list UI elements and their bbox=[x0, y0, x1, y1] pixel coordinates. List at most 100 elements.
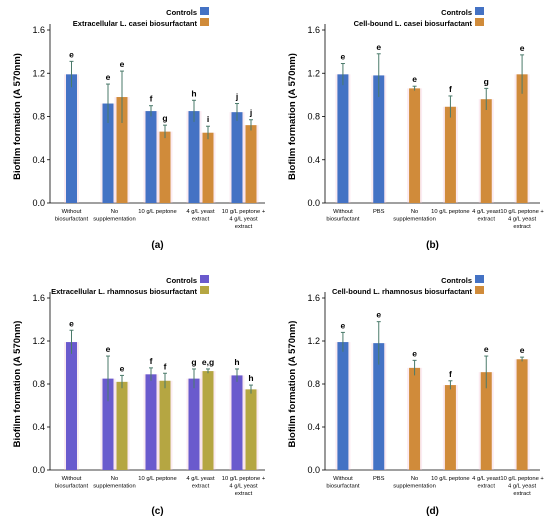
bar bbox=[516, 74, 528, 203]
legend-label: Cell-bound L. casei biosurfactant bbox=[354, 19, 473, 28]
significance-letter: e bbox=[106, 344, 111, 354]
bar bbox=[409, 88, 421, 203]
x-tick-label: extract bbox=[192, 217, 210, 223]
bar bbox=[102, 378, 114, 470]
legend-label: Cell-bound L. rhamnosus biosurfactant bbox=[332, 287, 473, 296]
y-tick-label: 0.0 bbox=[32, 198, 45, 208]
significance-letter: e bbox=[341, 52, 346, 62]
x-tick-label: extract bbox=[192, 484, 210, 490]
legend-label: Controls bbox=[441, 276, 472, 285]
y-tick-label: 1.2 bbox=[307, 336, 320, 346]
bar bbox=[188, 111, 200, 203]
panel-label: (a) bbox=[151, 240, 163, 251]
bar bbox=[145, 111, 157, 203]
x-tick-label: 4 g/L yeast bbox=[229, 484, 258, 490]
bar bbox=[373, 343, 385, 470]
x-tick-label: extract bbox=[478, 217, 496, 223]
significance-letter: h bbox=[248, 373, 253, 383]
x-tick-label: biosurfactant bbox=[326, 217, 360, 223]
bar bbox=[480, 99, 492, 203]
bar bbox=[444, 385, 456, 470]
x-tick-label: supplementation bbox=[93, 217, 136, 223]
y-tick-label: 1.2 bbox=[307, 68, 320, 78]
significance-letter: f bbox=[449, 369, 452, 379]
y-axis-title: Biofilm formation (A 570nm) bbox=[287, 321, 298, 448]
bar bbox=[245, 125, 257, 203]
x-tick-label: 10 g/L peptone + bbox=[222, 476, 266, 482]
significance-letter: f bbox=[150, 356, 153, 366]
significance-letter: e,g bbox=[202, 357, 214, 367]
x-tick-label: Without bbox=[333, 476, 353, 482]
significance-letter: e bbox=[69, 318, 74, 328]
x-tick-label: No bbox=[411, 209, 418, 215]
x-tick-label: 4 g/L yeast bbox=[508, 484, 537, 490]
legend-label: Controls bbox=[166, 276, 197, 285]
x-tick-label: 4 g/L yeast bbox=[472, 476, 501, 482]
significance-letter: e bbox=[120, 59, 125, 69]
legend-swatch bbox=[200, 7, 209, 15]
significance-letter: e bbox=[120, 363, 125, 373]
bar bbox=[159, 131, 171, 203]
y-tick-label: 0.8 bbox=[307, 112, 320, 122]
x-tick-label: 4 g/L yeast bbox=[186, 209, 215, 215]
significance-letter: j bbox=[249, 108, 252, 118]
y-tick-label: 0.8 bbox=[32, 379, 45, 389]
x-tick-label: extract bbox=[235, 224, 253, 230]
y-tick-label: 0.0 bbox=[32, 465, 45, 475]
legend-swatch bbox=[475, 275, 484, 283]
x-tick-label: PBS bbox=[373, 476, 385, 482]
bar bbox=[337, 342, 349, 470]
significance-letter: g bbox=[162, 113, 167, 123]
significance-letter: e bbox=[520, 345, 525, 355]
x-tick-label: 4 g/L yeast bbox=[186, 476, 215, 482]
significance-letter: e bbox=[376, 310, 381, 320]
significance-letter: f bbox=[449, 84, 452, 94]
x-tick-label: 10 g/L peptone + bbox=[500, 476, 544, 482]
significance-letter: e bbox=[376, 42, 381, 52]
y-tick-label: 0.0 bbox=[307, 198, 320, 208]
significance-letter: e bbox=[69, 49, 74, 59]
significance-letter: f bbox=[164, 361, 167, 371]
bar bbox=[188, 378, 200, 470]
bar bbox=[202, 371, 214, 470]
legend-swatch bbox=[200, 286, 209, 294]
y-tick-label: 1.2 bbox=[32, 336, 45, 346]
legend-swatch bbox=[475, 18, 484, 26]
x-tick-label: 10 g/L peptone bbox=[431, 476, 469, 482]
y-tick-label: 0.4 bbox=[307, 155, 320, 165]
significance-letter: f bbox=[150, 94, 153, 104]
significance-letter: g bbox=[191, 357, 196, 367]
x-tick-label: extract bbox=[235, 491, 253, 497]
panel-label: (b) bbox=[426, 240, 439, 251]
legend-swatch bbox=[475, 7, 484, 15]
panel-label: (c) bbox=[151, 506, 163, 517]
significance-letter: h bbox=[191, 88, 196, 98]
x-tick-label: 10 g/L peptone bbox=[138, 209, 176, 215]
y-tick-label: 0.8 bbox=[32, 112, 45, 122]
x-tick-label: PBS bbox=[373, 209, 385, 215]
y-tick-label: 1.6 bbox=[32, 293, 45, 303]
significance-letter: j bbox=[235, 92, 238, 102]
significance-letter: e bbox=[341, 320, 346, 330]
bar bbox=[480, 372, 492, 470]
bar bbox=[337, 74, 349, 203]
significance-letter: i bbox=[207, 114, 209, 124]
x-tick-label: No bbox=[111, 209, 118, 215]
bar bbox=[444, 106, 456, 203]
legend-swatch bbox=[475, 286, 484, 294]
x-tick-label: 4 g/L yeast bbox=[229, 217, 258, 223]
legend-label: Controls bbox=[441, 8, 472, 17]
y-axis-title: Biofilm formation (A 570nm) bbox=[12, 321, 23, 448]
bar bbox=[145, 374, 157, 470]
y-tick-label: 0.0 bbox=[307, 465, 320, 475]
bar bbox=[516, 359, 528, 470]
bar bbox=[202, 132, 214, 203]
legend-label: Extracellular L. rhamnosus biosurfactant bbox=[51, 287, 197, 296]
bar bbox=[245, 389, 257, 470]
bar bbox=[231, 112, 243, 203]
panel-d: Controls Cell-bound L. rhamnosus biosurfa… bbox=[287, 275, 544, 517]
x-tick-label: Without bbox=[333, 209, 353, 215]
panel-b: Controls Cell-bound L. casei biosurfactan… bbox=[287, 7, 544, 251]
x-tick-label: No bbox=[111, 476, 118, 482]
